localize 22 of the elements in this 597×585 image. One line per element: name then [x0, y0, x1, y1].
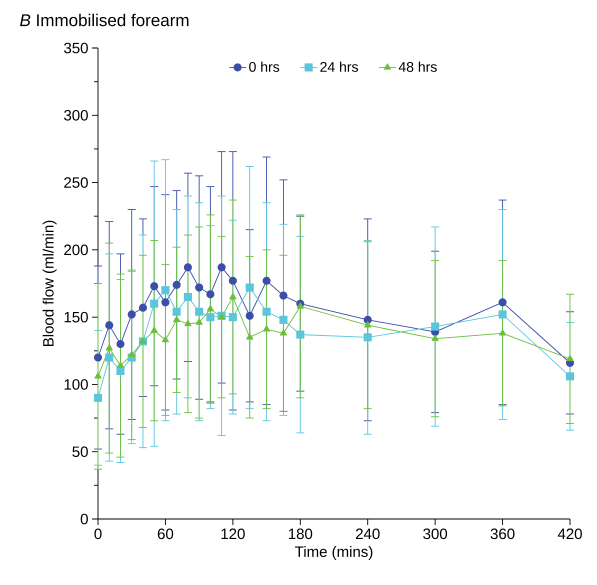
y-tick-label: 150: [64, 312, 88, 322]
x-tick-label: 120: [221, 528, 245, 540]
x-tick-label: 0: [94, 528, 102, 540]
chart-title: B Immobilised forearm: [20, 14, 188, 26]
x-tick-label: 60: [158, 528, 174, 540]
y-tick-label: 300: [64, 110, 88, 121]
x-tick-label: 360: [490, 528, 514, 540]
y-axis-title: Blood flow (ml/min): [42, 220, 57, 346]
legend-label: 0 hrs: [249, 62, 280, 72]
x-tick-label: 300: [423, 528, 448, 540]
y-tick-label: 250: [64, 177, 88, 188]
x-tick-label: 420: [558, 528, 582, 540]
y-tick-label: 0: [80, 514, 88, 524]
legend-label: 24 hrs: [320, 62, 358, 72]
x-axis-title: Time (mins): [295, 546, 372, 560]
y-tick-label: 50: [72, 446, 88, 458]
x-tick-label: 180: [288, 528, 312, 540]
y-tick-label: 200: [64, 244, 88, 256]
y-tick-label: 100: [64, 379, 88, 390]
x-tick-label: 240: [356, 528, 380, 540]
legend-label: 48 hrs: [398, 62, 437, 72]
y-tick-label: 350: [64, 42, 88, 54]
